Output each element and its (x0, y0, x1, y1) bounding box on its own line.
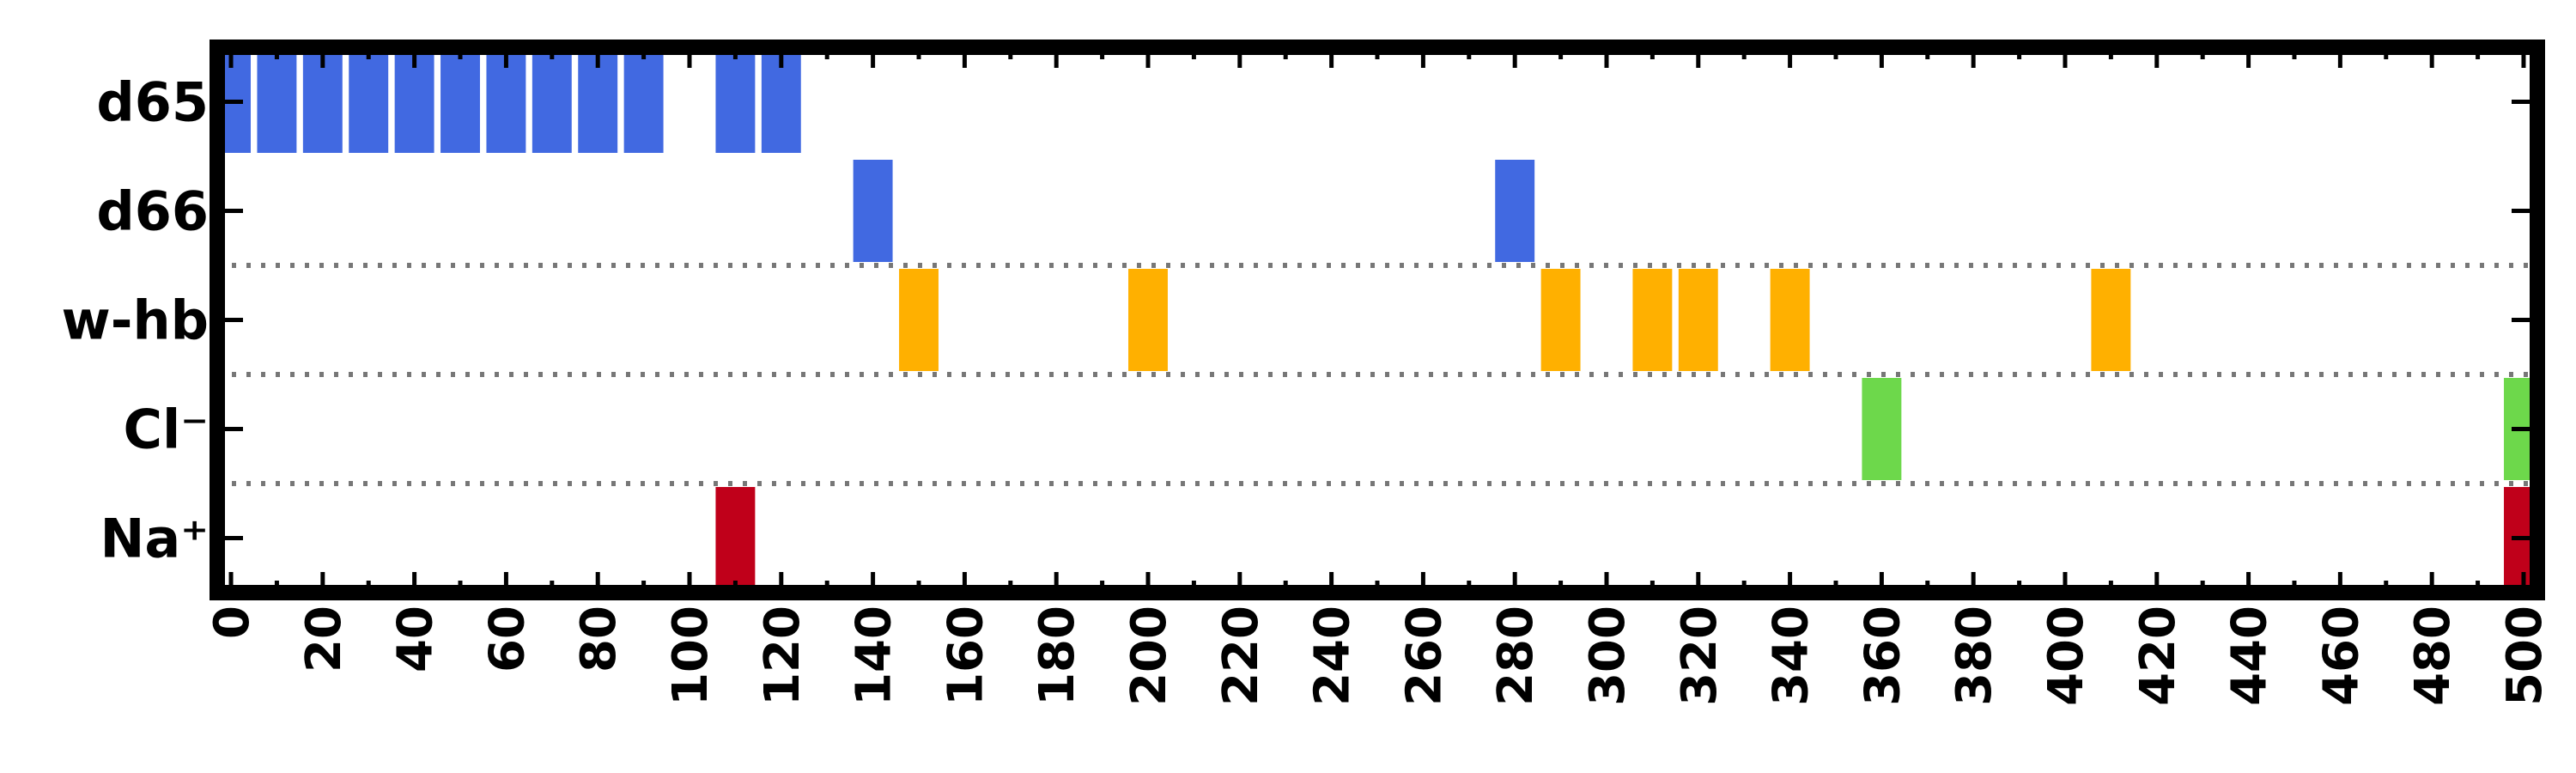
y-tick-label: Na⁺ (100, 508, 209, 570)
x-tick-label: 300 (1580, 606, 1636, 706)
event-bar-d66-280 (1495, 160, 1535, 262)
x-axis-labels: 0 20 40 60 80 100 120 140 160 180 200 220 240 260 280 3… (204, 606, 2553, 706)
event-bar-d66-140 (853, 160, 893, 262)
x-tick-label: 20 (296, 606, 352, 673)
x-tick-label: 40 (388, 606, 444, 673)
y-tick-label: d66 (96, 180, 209, 243)
event-bar-d65-70 (532, 51, 572, 153)
event-bar-whb-340 (1770, 269, 1810, 371)
x-tick-label: 440 (2222, 606, 2278, 706)
event-bar-whb-290 (1540, 269, 1581, 371)
event-bars (217, 51, 2537, 589)
event-bar-whb-310 (1632, 269, 1673, 371)
x-tick-label: 0 (204, 606, 260, 639)
x-tick-label: 360 (1855, 606, 1911, 706)
event-bar-d65-10 (257, 51, 297, 153)
x-tick-label: 240 (1305, 606, 1361, 706)
y-axis-labels: d65 d66 w-hb Cl⁻ Na⁺ (61, 71, 209, 570)
y-tick-label: d65 (96, 71, 209, 134)
event-bar-d65-30 (349, 51, 389, 153)
x-tick-label: 380 (1947, 606, 2002, 706)
x-tick-label: 320 (1672, 606, 1728, 706)
x-tick-label: 160 (938, 606, 993, 706)
x-tick-label: 420 (2130, 606, 2186, 706)
x-tick-label: 260 (1396, 606, 1452, 706)
x-tick-label: 500 (2497, 606, 2553, 706)
x-tick-label: 480 (2405, 606, 2461, 706)
x-tick-label: 460 (2313, 606, 2369, 706)
x-tick-label: 100 (663, 606, 719, 706)
x-tick-label: 140 (847, 606, 902, 706)
event-bar-whb-150 (899, 269, 939, 371)
event-bar-Cl-360 (1862, 378, 1902, 480)
event-bar-whb-320 (1678, 269, 1718, 371)
x-tick-label: 400 (2038, 606, 2094, 706)
x-tick-label: 60 (479, 606, 535, 673)
x-tick-label: 200 (1121, 606, 1177, 706)
x-tick-label: 280 (1488, 606, 1544, 706)
event-bar-whb-410 (2091, 269, 2131, 371)
plot-frame (210, 40, 2545, 600)
y-tick-label: Cl⁻ (124, 399, 209, 461)
x-tick-label: 80 (571, 606, 627, 673)
event-bar-d65-110 (715, 51, 756, 153)
event-bar-Na-110 (715, 487, 756, 589)
x-tick-label: 120 (755, 606, 811, 706)
event-bar-d65-90 (623, 51, 664, 153)
event-bar-d65-50 (440, 51, 480, 153)
x-tick-label: 180 (1030, 606, 1085, 706)
x-tick-label: 340 (1764, 606, 1820, 706)
x-tick-label: 220 (1213, 606, 1269, 706)
event-bar-whb-200 (1128, 269, 1168, 371)
y-tick-label: w-hb (61, 289, 209, 352)
